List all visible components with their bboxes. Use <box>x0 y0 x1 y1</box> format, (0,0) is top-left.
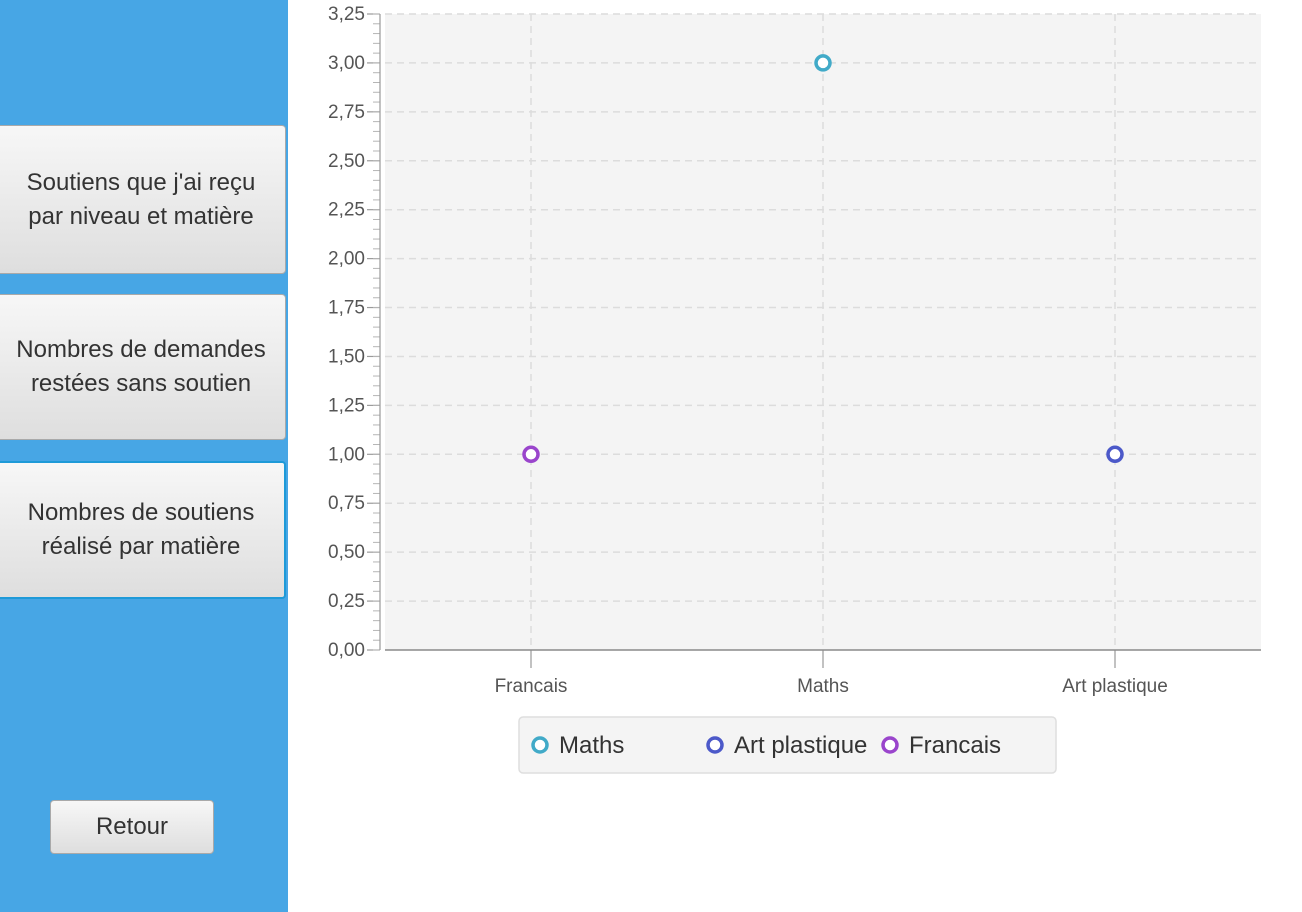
y-tick-label: 3,25 <box>328 4 365 25</box>
y-tick-label: 1,25 <box>328 395 365 416</box>
legend-marker <box>531 736 549 754</box>
y-tick-label: 2,25 <box>328 200 365 221</box>
y-axis: 0,00 0,25 0,50 0,75 1,00 1,25 1,50 1,75 2,00 2,25… <box>328 4 381 661</box>
data-points <box>522 54 1124 464</box>
data-point <box>1106 445 1124 464</box>
y-tick-label: 3,00 <box>328 53 365 74</box>
x-tick-label: Art plastique <box>1062 676 1168 697</box>
sidebar: Soutiens que j'ai reçu par niveau et mat… <box>0 0 288 912</box>
data-point <box>522 445 540 464</box>
legend-marker <box>881 736 899 754</box>
data-point <box>814 54 832 72</box>
button-label: Soutiens que j'ai reçu par niveau et mat… <box>26 168 256 230</box>
y-tick-label: 1,00 <box>328 444 365 465</box>
y-tick-label: 2,50 <box>328 151 365 172</box>
y-tick-label: 1,75 <box>328 298 365 319</box>
scatter-chart: 0,00 0,25 0,50 0,75 1,00 1,25 1,50 1,75 2,00 2,25… <box>328 4 1261 774</box>
y-tick-label: 1,50 <box>328 346 365 367</box>
x-tick-label: Maths <box>797 676 849 697</box>
legend-label: Francais <box>909 732 1001 759</box>
button-label: Nombres de soutiens réalisé par matière <box>27 499 255 560</box>
back-button[interactable]: Retour <box>50 800 214 854</box>
y-tick-label: 2,75 <box>328 102 365 123</box>
y-tick-label: 0,00 <box>328 640 365 661</box>
y-tick-label: 2,00 <box>328 249 365 270</box>
y-tick-label: 0,75 <box>328 493 365 514</box>
x-tick-label: Francais <box>495 676 568 697</box>
legend: Maths Art plastique Francais <box>518 716 1057 774</box>
unsupported-requests-button[interactable]: Nombres de demandes restées sans soutien <box>0 294 286 440</box>
legend-box <box>518 716 1057 774</box>
legend-label: Art plastique <box>734 732 867 759</box>
legend-label: Maths <box>559 732 624 759</box>
button-label: Nombres de demandes restées sans soutien <box>16 336 266 397</box>
legend-marker <box>706 736 724 754</box>
y-tick-label: 0,50 <box>328 542 365 563</box>
y-tick-label: 0,25 <box>328 591 365 612</box>
x-axis: Francais Maths Art plastique <box>385 649 1261 697</box>
received-support-by-level-subject-button[interactable]: Soutiens que j'ai reçu par niveau et mat… <box>0 125 286 274</box>
supports-by-subject-button[interactable]: Nombres de soutiens réalisé par matière <box>0 461 286 599</box>
